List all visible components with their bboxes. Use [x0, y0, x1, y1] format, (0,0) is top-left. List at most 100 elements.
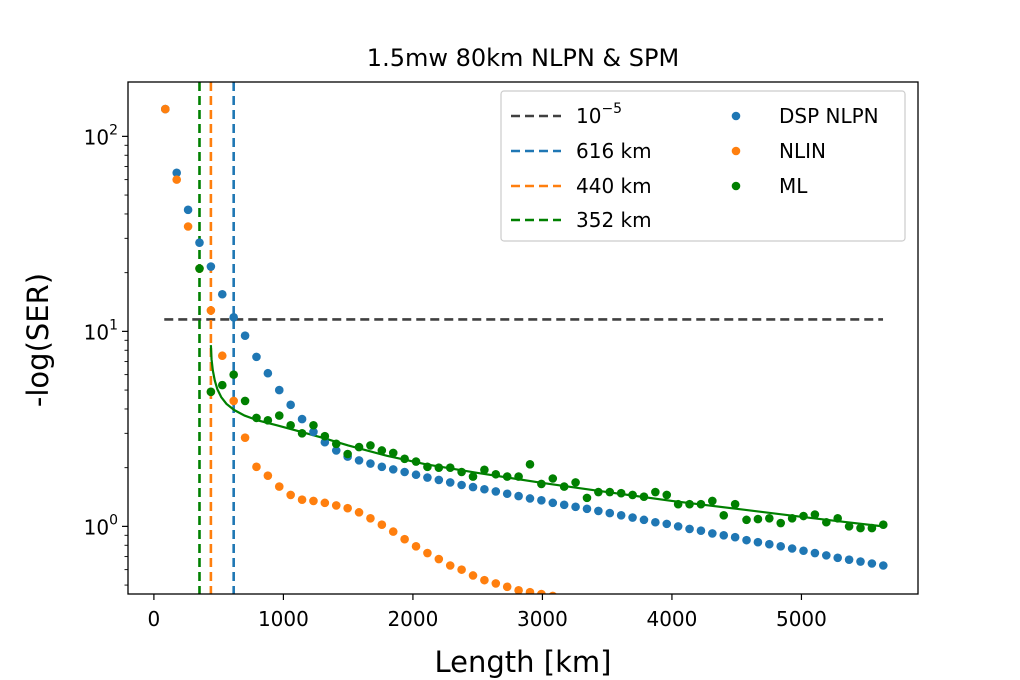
dsp-nlpn-point	[765, 539, 774, 549]
ml-point	[229, 370, 238, 379]
dsp-nlpn-point	[571, 502, 580, 512]
nlin-point	[297, 495, 307, 505]
nlin-point	[161, 104, 170, 114]
dsp-nlpn-point	[662, 519, 672, 529]
x-axis-label: Length [km]	[435, 645, 612, 679]
dsp-nlpn-point	[548, 498, 558, 508]
legend-marker	[731, 181, 741, 191]
dsp-nlpn-point	[320, 437, 330, 447]
dsp-nlpn-point	[537, 496, 546, 505]
nlin-point	[183, 222, 193, 231]
nlin-point	[411, 542, 421, 551]
plot-frame	[127, 81, 919, 595]
legend-label: 616 km	[576, 139, 652, 163]
nlin-point	[172, 175, 181, 184]
legend-label: NLIN	[779, 139, 826, 163]
dsp-nlpn-point	[388, 465, 398, 474]
nlin-point	[206, 306, 216, 315]
nlin-point	[514, 586, 523, 594]
y-tick-label: 102	[84, 122, 118, 149]
nlin-point	[388, 527, 398, 536]
dsp-nlpn-point	[172, 168, 181, 178]
dsp-nlpn-point	[605, 508, 615, 518]
dsp-nlpn-point	[651, 517, 660, 527]
nlin-point	[274, 482, 284, 491]
dsp-nlpn-point	[673, 522, 683, 531]
dsp-nlpn-point	[844, 555, 854, 564]
ml-point	[286, 420, 295, 430]
dsp-nlpn-point	[411, 470, 421, 480]
legend-label: 440 km	[576, 174, 652, 198]
dsp-nlpn-point	[878, 561, 888, 570]
ml-point	[457, 467, 466, 477]
dsp-nlpn-point	[502, 489, 512, 499]
x-tick-label: 3000	[517, 607, 568, 631]
x-tick-label: 4000	[646, 607, 697, 631]
nlin-point	[434, 554, 444, 564]
dsp-nlpn-point	[468, 482, 478, 492]
ml-point	[605, 487, 615, 497]
ml-point	[502, 472, 512, 481]
legend-label: ML	[779, 174, 808, 198]
y-tick-label: 101	[84, 317, 118, 344]
ml-point	[491, 469, 501, 479]
dsp-nlpn-point	[286, 400, 295, 410]
dsp-nlpn-point	[445, 478, 455, 487]
ml-point	[320, 431, 330, 441]
dsp-nlpn-point	[730, 532, 740, 542]
dsp-nlpn-point	[559, 500, 569, 510]
ml-point	[822, 517, 831, 527]
dsp-nlpn-point	[331, 446, 341, 455]
ml-point	[582, 493, 592, 503]
dsp-nlpn-point	[810, 548, 820, 558]
ml-point	[377, 446, 387, 455]
ml-point	[274, 411, 284, 420]
x-tick-label: 2000	[387, 607, 438, 631]
nlin-point	[445, 561, 455, 570]
ml-point	[594, 487, 603, 497]
nlin-point	[263, 471, 273, 480]
dsp-nlpn-point	[434, 475, 444, 485]
ml-point	[206, 387, 216, 397]
ml-point	[616, 488, 626, 498]
ml-point	[480, 465, 489, 475]
nlin-point	[229, 396, 238, 406]
nlin-point	[354, 508, 364, 517]
ml-point	[559, 482, 569, 491]
nlin-point	[217, 351, 227, 361]
nlin-point	[491, 579, 501, 588]
dsp-nlpn-point	[787, 544, 797, 553]
dsp-nlpn-point	[480, 484, 489, 494]
dsp-nlpn-point	[366, 459, 375, 468]
ml-point	[685, 499, 694, 509]
nlin-point	[548, 591, 557, 594]
dsp-nlpn-point	[639, 515, 649, 525]
ml-point	[708, 496, 717, 506]
ml-point	[742, 515, 751, 525]
x-axis: 0 1000 2000 3000 4000 5000	[148, 594, 827, 631]
dsp-nlpn-point	[753, 537, 763, 547]
dsp-nlpn-point	[822, 551, 831, 560]
dsp-nlpn-point	[525, 494, 535, 503]
dsp-nlpn-point	[377, 462, 387, 472]
dsp-nlpn-point	[206, 262, 216, 271]
y-axis: 100 101 102	[84, 122, 128, 586]
ml-point	[240, 396, 250, 406]
dsp-nlpn-point	[594, 506, 603, 516]
nlin-point	[480, 575, 489, 585]
dsp-nlpn-point	[252, 352, 261, 362]
dsp-nlpn-point	[195, 238, 204, 247]
ml-point	[856, 523, 865, 533]
nlin-point	[240, 433, 250, 442]
dsp-nlpn-point	[742, 535, 751, 545]
y-tick-label: 100	[84, 512, 118, 539]
dsp-nlpn-point	[183, 205, 193, 215]
ml-point	[753, 514, 763, 524]
x-tick-label: 0	[148, 607, 161, 631]
dsp-nlpn-point	[491, 487, 501, 496]
ml-point	[354, 442, 364, 452]
x-tick-label: 1000	[258, 607, 309, 631]
ml-point	[639, 492, 649, 501]
dsp-nlpn-point	[217, 289, 227, 299]
dsp-nlpn-point	[457, 480, 466, 490]
